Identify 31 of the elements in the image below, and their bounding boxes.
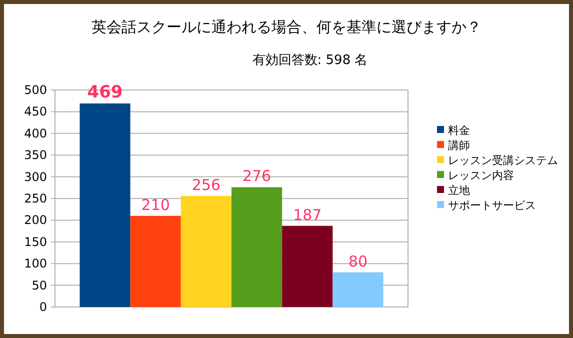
y-tick-label: 450 <box>24 104 47 119</box>
chart-title: 英会話スクールに通われる場合、何を基準に選びますか？ <box>92 18 482 36</box>
legend-label: レッスン受講システム <box>448 154 558 167</box>
y-tick-label: 250 <box>24 192 47 206</box>
legend-label: 講師 <box>448 139 470 152</box>
data-label: 256 <box>192 176 221 194</box>
data-label: 276 <box>242 167 272 186</box>
y-tick-label: 150 <box>24 234 47 249</box>
bar <box>282 226 333 307</box>
y-tick-label: 0 <box>39 300 47 314</box>
bar <box>180 196 232 307</box>
y-tick-label: 300 <box>24 170 47 184</box>
data-label: 469 <box>87 82 123 102</box>
legend-label: 立地 <box>448 184 470 197</box>
legend-label: 料金 <box>448 124 470 137</box>
y-tick-label: 350 <box>24 148 47 162</box>
bar <box>80 103 130 307</box>
legend-label: サポートサービス <box>448 199 536 212</box>
bar <box>332 272 384 307</box>
y-tick-label: 500 <box>24 83 47 97</box>
y-tick-label: 400 <box>24 126 47 140</box>
y-tick-label: 200 <box>24 213 47 228</box>
bar <box>232 187 282 307</box>
bar <box>130 216 181 307</box>
legend-label: レッスン内容 <box>448 169 514 182</box>
y-tick-label: 100 <box>24 256 47 271</box>
data-label: 80 <box>348 252 368 270</box>
data-label: 187 <box>293 206 322 224</box>
y-tick-label: 50 <box>32 278 47 292</box>
data-label: 210 <box>141 196 170 214</box>
chart-subtitle: 有効回答数: 598 名 <box>252 53 368 68</box>
